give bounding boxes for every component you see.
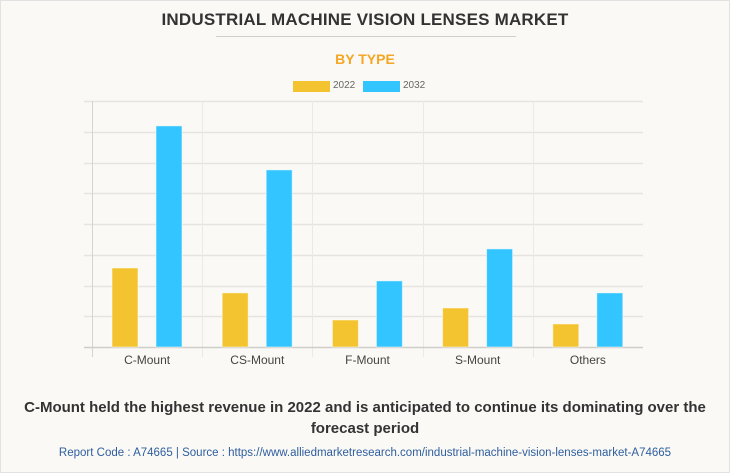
legend-swatch-2022 [293,81,330,92]
bar-cs-mount-2022 [221,292,249,348]
bar-s-mount-2032 [486,248,514,348]
x-tick-label: CS-Mount [230,353,285,367]
chart-caption: C-Mount held the highest revenue in 2022… [24,399,706,437]
bar-others-2022 [552,323,580,348]
bar-f-mount-2022 [331,319,359,348]
bar-cs-mount-2032 [265,169,293,348]
bar-c-mount-2032 [155,125,183,348]
legend-swatch-2032 [363,81,400,92]
x-tick-label: Others [570,353,606,367]
bar-f-mount-2032 [375,280,403,348]
chart-subtitle: BY TYPE [335,51,395,67]
chart-title: INDUSTRIAL MACHINE VISION LENSES MARKET [161,10,569,29]
bar-chart: C-Mount CS-Mount F-Mount S-Mount Others [84,100,643,367]
x-tick-label: S-Mount [455,353,501,367]
bar-s-mount-2022 [442,307,470,348]
bar-c-mount-2022 [111,267,139,348]
source-footer: Report Code : A74665 | Source : https://… [58,447,672,459]
bar-others-2032 [596,292,624,348]
x-tick-label: C-Mount [124,353,171,367]
legend-label-2032: 2032 [403,80,426,91]
legend-label-2022: 2022 [333,80,356,91]
title-divider [216,36,516,37]
legend: 2022 2032 [0,80,730,93]
x-tick-label: F-Mount [345,353,390,367]
